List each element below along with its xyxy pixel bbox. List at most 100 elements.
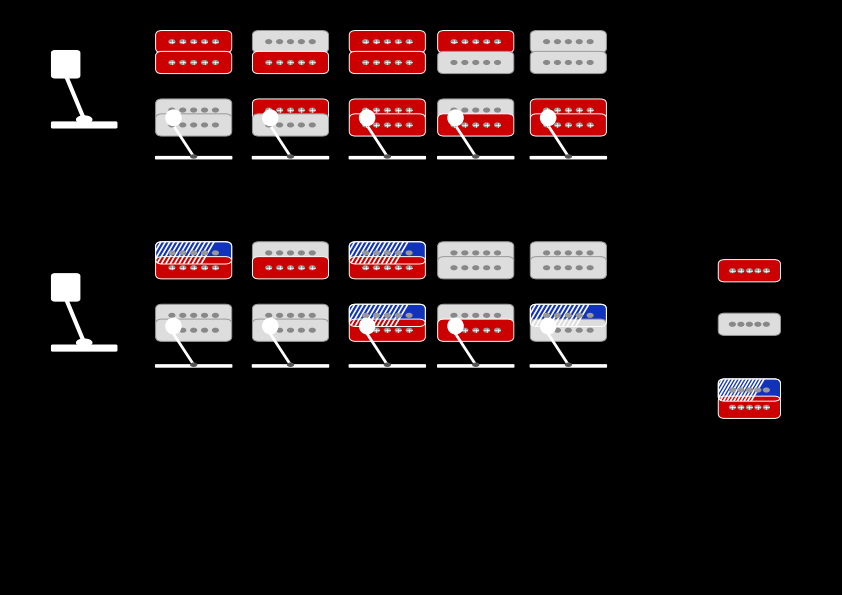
FancyBboxPatch shape bbox=[156, 242, 232, 264]
Ellipse shape bbox=[451, 108, 457, 112]
FancyBboxPatch shape bbox=[438, 256, 514, 279]
Ellipse shape bbox=[202, 123, 207, 127]
Ellipse shape bbox=[191, 314, 196, 317]
Ellipse shape bbox=[385, 61, 390, 64]
Ellipse shape bbox=[374, 328, 379, 332]
Ellipse shape bbox=[566, 266, 571, 270]
Ellipse shape bbox=[544, 314, 550, 317]
Ellipse shape bbox=[385, 123, 390, 127]
FancyBboxPatch shape bbox=[156, 51, 232, 74]
Ellipse shape bbox=[363, 251, 369, 255]
Ellipse shape bbox=[472, 155, 478, 158]
Ellipse shape bbox=[473, 123, 478, 127]
Ellipse shape bbox=[266, 61, 272, 64]
Ellipse shape bbox=[309, 40, 315, 43]
Ellipse shape bbox=[451, 123, 457, 127]
Ellipse shape bbox=[191, 328, 196, 332]
FancyBboxPatch shape bbox=[530, 242, 606, 264]
Ellipse shape bbox=[577, 108, 582, 112]
Ellipse shape bbox=[299, 251, 304, 255]
FancyBboxPatch shape bbox=[530, 114, 606, 136]
FancyBboxPatch shape bbox=[253, 99, 328, 121]
Ellipse shape bbox=[385, 328, 390, 332]
FancyBboxPatch shape bbox=[155, 364, 232, 368]
Ellipse shape bbox=[166, 318, 181, 334]
FancyBboxPatch shape bbox=[156, 30, 232, 53]
FancyBboxPatch shape bbox=[718, 259, 781, 282]
Ellipse shape bbox=[263, 110, 278, 126]
FancyBboxPatch shape bbox=[253, 304, 328, 327]
FancyBboxPatch shape bbox=[349, 242, 425, 264]
Ellipse shape bbox=[202, 108, 207, 112]
Ellipse shape bbox=[544, 123, 550, 127]
Ellipse shape bbox=[451, 266, 457, 270]
Ellipse shape bbox=[309, 251, 315, 255]
Ellipse shape bbox=[363, 314, 369, 317]
Ellipse shape bbox=[587, 266, 593, 270]
Ellipse shape bbox=[544, 266, 550, 270]
Ellipse shape bbox=[169, 108, 175, 112]
Ellipse shape bbox=[169, 328, 175, 332]
FancyBboxPatch shape bbox=[155, 156, 232, 159]
Ellipse shape bbox=[587, 328, 593, 332]
Ellipse shape bbox=[266, 266, 272, 270]
Ellipse shape bbox=[406, 123, 412, 127]
Ellipse shape bbox=[729, 269, 735, 273]
Ellipse shape bbox=[360, 318, 375, 334]
Ellipse shape bbox=[484, 61, 489, 64]
Ellipse shape bbox=[738, 269, 743, 273]
FancyBboxPatch shape bbox=[530, 256, 606, 279]
FancyBboxPatch shape bbox=[252, 156, 329, 159]
FancyBboxPatch shape bbox=[530, 319, 606, 342]
Ellipse shape bbox=[764, 269, 770, 273]
Ellipse shape bbox=[577, 40, 582, 43]
FancyBboxPatch shape bbox=[349, 304, 425, 327]
Ellipse shape bbox=[738, 405, 743, 409]
Ellipse shape bbox=[577, 314, 582, 317]
Ellipse shape bbox=[299, 328, 304, 332]
FancyBboxPatch shape bbox=[51, 345, 118, 352]
Ellipse shape bbox=[299, 266, 304, 270]
Ellipse shape bbox=[169, 266, 175, 270]
Ellipse shape bbox=[577, 251, 582, 255]
Ellipse shape bbox=[729, 388, 735, 392]
Ellipse shape bbox=[577, 328, 582, 332]
Ellipse shape bbox=[277, 328, 282, 332]
Ellipse shape bbox=[277, 61, 282, 64]
Ellipse shape bbox=[287, 155, 293, 158]
Ellipse shape bbox=[191, 108, 196, 112]
Ellipse shape bbox=[212, 266, 218, 270]
Ellipse shape bbox=[396, 40, 401, 43]
Ellipse shape bbox=[577, 61, 582, 64]
Ellipse shape bbox=[202, 328, 207, 332]
Ellipse shape bbox=[755, 322, 760, 326]
Ellipse shape bbox=[385, 251, 390, 255]
FancyBboxPatch shape bbox=[156, 99, 232, 121]
Ellipse shape bbox=[288, 314, 293, 317]
FancyBboxPatch shape bbox=[156, 256, 232, 279]
Ellipse shape bbox=[541, 318, 556, 334]
Ellipse shape bbox=[266, 328, 272, 332]
Ellipse shape bbox=[77, 339, 92, 346]
Ellipse shape bbox=[385, 40, 390, 43]
Ellipse shape bbox=[494, 251, 500, 255]
Ellipse shape bbox=[309, 328, 315, 332]
Ellipse shape bbox=[299, 61, 304, 64]
FancyBboxPatch shape bbox=[252, 364, 329, 368]
Ellipse shape bbox=[494, 61, 500, 64]
Ellipse shape bbox=[462, 314, 467, 317]
Ellipse shape bbox=[764, 388, 770, 392]
FancyBboxPatch shape bbox=[530, 364, 607, 368]
FancyBboxPatch shape bbox=[51, 273, 81, 302]
Ellipse shape bbox=[544, 251, 550, 255]
Ellipse shape bbox=[451, 251, 457, 255]
Ellipse shape bbox=[309, 266, 315, 270]
Ellipse shape bbox=[473, 61, 478, 64]
Ellipse shape bbox=[555, 314, 560, 317]
Ellipse shape bbox=[374, 40, 379, 43]
Ellipse shape bbox=[555, 108, 560, 112]
Ellipse shape bbox=[587, 314, 593, 317]
Ellipse shape bbox=[544, 40, 550, 43]
Ellipse shape bbox=[384, 155, 391, 158]
Ellipse shape bbox=[484, 314, 489, 317]
